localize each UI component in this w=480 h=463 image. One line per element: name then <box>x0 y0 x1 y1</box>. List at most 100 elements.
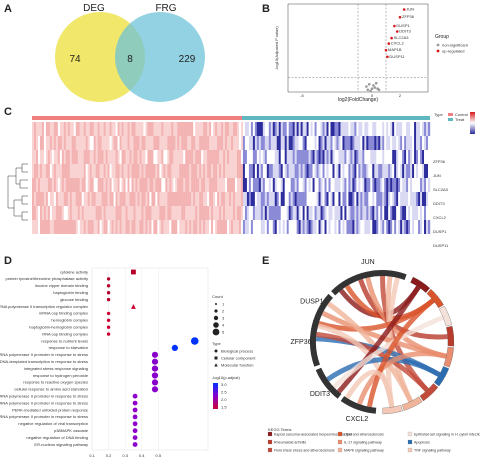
heatmap-cell <box>298 122 301 136</box>
heatmap-cell <box>55 220 59 234</box>
heatmap-cell <box>378 164 381 178</box>
heatmap-cell <box>392 122 395 136</box>
heatmap-cell <box>133 136 136 150</box>
heatmap-cell <box>262 192 266 206</box>
heatmap-cell <box>211 150 214 164</box>
heatmap-cell <box>129 136 132 150</box>
heatmap-cell <box>69 150 72 164</box>
heatmap-cell <box>406 206 409 220</box>
heatmap-cell <box>362 178 365 192</box>
heatmap-cell <box>159 136 162 150</box>
heatmap-cell <box>161 150 164 164</box>
heatmap-cell <box>254 150 258 164</box>
heatmap-cell <box>145 150 148 164</box>
heatmap-cell <box>37 220 41 234</box>
heatmap-cell <box>246 220 250 234</box>
heatmap-cell <box>238 192 242 206</box>
heatmap-cell <box>33 164 37 178</box>
heatmap-cell <box>388 150 391 164</box>
heatmap-cell <box>115 164 118 178</box>
heatmap-cell <box>221 164 224 178</box>
heatmap-cell <box>55 192 59 206</box>
heatmap-cell <box>231 206 234 220</box>
heatmap-cell <box>157 178 160 192</box>
heatmap-cell <box>229 136 232 150</box>
volcano-point <box>370 87 374 90</box>
chord-legend-swatch <box>337 447 343 453</box>
heatmap-legend-treat-swatch <box>448 118 453 121</box>
heatmap-cell <box>225 178 228 192</box>
heatmap-cell <box>364 178 367 192</box>
heatmap-cell <box>167 164 170 178</box>
heatmap-cell <box>165 220 168 234</box>
heatmap-cell <box>300 192 303 206</box>
heatmap-cell <box>302 178 305 192</box>
heatmap-cell <box>342 206 345 220</box>
dotplot-term-label: haptoglobin-hemoglobin complex <box>29 325 88 330</box>
heatmap-cell <box>318 178 321 192</box>
dotplot-legend-count-value: 4 <box>222 323 225 328</box>
dotplot-area <box>91 267 209 451</box>
heatmap-cell <box>201 220 204 234</box>
heatmap-cell <box>111 136 114 150</box>
heatmap-cell <box>175 178 178 192</box>
heatmap-cell <box>238 164 242 178</box>
heatmap-cell <box>189 192 192 206</box>
heatmap-cell <box>79 206 82 220</box>
heatmap-cell <box>39 206 43 220</box>
heatmap-cell <box>81 150 84 164</box>
heatmap-cell <box>346 136 349 150</box>
heatmap-cell <box>195 192 198 206</box>
heatmap-cell <box>398 192 401 206</box>
heatmap-cell <box>219 220 222 234</box>
heatmap-cell <box>45 164 49 178</box>
heatmap-cell <box>406 164 409 178</box>
heatmap-cell <box>197 122 200 136</box>
heatmap-cell <box>296 206 299 220</box>
heatmap-cell <box>374 164 377 178</box>
heatmap-cell <box>123 220 126 234</box>
heatmap-cell <box>284 150 287 164</box>
heatmap-cell <box>111 164 114 178</box>
heatmap-cell <box>59 150 63 164</box>
heatmap-cell <box>416 164 419 178</box>
heatmap-cell <box>304 122 307 136</box>
volcano-point <box>386 55 389 59</box>
heatmap-cell <box>223 136 226 150</box>
heatmap-cell <box>99 150 102 164</box>
heatmap-cell <box>300 206 303 220</box>
heatmap-cell <box>93 164 96 178</box>
heatmap-cell <box>123 122 126 136</box>
heatmap-cell <box>304 206 307 220</box>
heatmap-cell <box>163 122 166 136</box>
heatmap-cell <box>352 192 355 206</box>
heatmap-cell <box>360 192 363 206</box>
heatmap-cell <box>167 178 170 192</box>
heatmap-cell <box>131 178 134 192</box>
heatmap-cell <box>412 136 415 150</box>
venn-right-circle <box>115 12 205 102</box>
heatmap-cell <box>298 164 301 178</box>
heatmap-cell <box>408 220 411 234</box>
heatmap-cell <box>209 178 212 192</box>
heatmap-cell <box>179 178 182 192</box>
heatmap-cell <box>199 164 202 178</box>
heatmap-cell <box>141 206 144 220</box>
heatmap-cell <box>149 178 152 192</box>
heatmap-cell <box>286 136 289 150</box>
heatmap-cell <box>422 178 425 192</box>
heatmap-cell <box>314 150 317 164</box>
heatmap-cell <box>426 150 429 164</box>
heatmap-cell <box>294 150 297 164</box>
heatmap-cell <box>49 192 53 206</box>
heatmap-cell <box>177 136 180 150</box>
heatmap-cell <box>115 136 118 150</box>
heatmap-cell <box>51 150 55 164</box>
heatmap-cell <box>358 136 361 150</box>
heatmap-cell <box>402 220 405 234</box>
heatmap-cell <box>115 192 118 206</box>
heatmap-cell <box>422 122 425 136</box>
heatmap-cell <box>89 220 92 234</box>
heatmap-cell <box>426 164 429 178</box>
heatmap-cell <box>147 122 150 136</box>
